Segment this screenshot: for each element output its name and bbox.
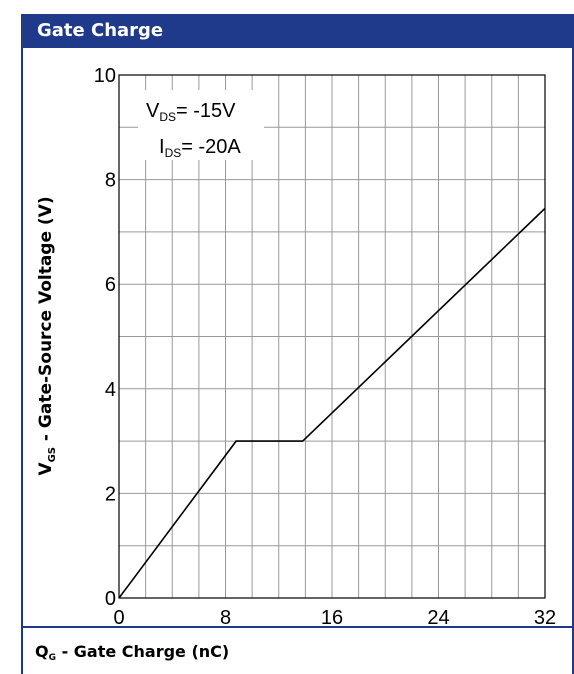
- plot-frame: [118, 74, 546, 599]
- x-tick-label: 8: [220, 607, 231, 629]
- y-tick-label: 10: [94, 65, 116, 87]
- x-axis-label-rest: - Gate Charge (nC): [56, 642, 230, 661]
- chart-title: Gate Charge: [23, 14, 572, 48]
- x-tick-label: 16: [321, 607, 343, 629]
- y-tick-label: 8: [105, 170, 116, 192]
- chart-panel: Gate Charge QG - Gate Charge (nC): [21, 14, 574, 674]
- x-axis-label-main: Q: [35, 642, 49, 661]
- y-tick-label: 4: [105, 379, 116, 401]
- y-axis-label: VGS - Gate-Source Voltage (V): [36, 196, 58, 475]
- x-axis-label: QG - Gate Charge (nC): [35, 642, 229, 663]
- x-axis-label-bar: QG - Gate Charge (nC): [23, 626, 572, 674]
- x-tick-label: 32: [534, 607, 556, 629]
- y-tick-label: 6: [105, 274, 116, 296]
- y-tick-label: 2: [105, 483, 116, 505]
- y-tick-label: 0: [105, 588, 116, 610]
- x-tick-label: 24: [427, 607, 449, 629]
- annotation-text: VDS= -15V: [146, 100, 236, 124]
- x-axis-label-sub: G: [48, 653, 56, 663]
- x-tick-label: 0: [113, 607, 124, 629]
- annotation-box: [138, 90, 264, 160]
- annotation-text: IDS= -20A: [159, 136, 241, 160]
- series-line: [118, 207, 546, 599]
